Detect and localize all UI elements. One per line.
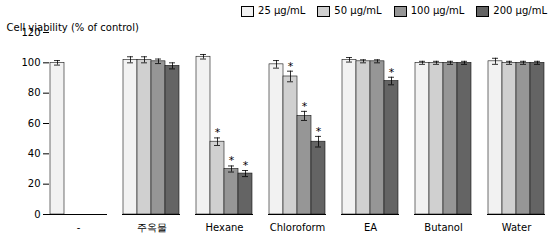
svg-text:40: 40	[28, 148, 41, 159]
svg-text:Cell viability (% of control): Cell viability (% of control)	[7, 22, 139, 33]
svg-text:*: *	[316, 125, 322, 138]
svg-text:*: *	[215, 126, 221, 139]
svg-text:*: *	[229, 154, 235, 167]
svg-text:Hexane: Hexane	[205, 222, 243, 233]
svg-text:*: *	[243, 159, 249, 172]
html-text:25 μg/mL: 25 μg/mL	[258, 5, 306, 17]
svg-text:-: -	[77, 222, 81, 233]
svg-text:20: 20	[28, 178, 41, 189]
svg-text:주옥물: 주옥물	[137, 222, 167, 233]
svg-text:0: 0	[34, 209, 40, 220]
svg-text:Water: Water	[502, 222, 532, 233]
svg-text:*: *	[389, 66, 395, 79]
svg-text:Chloroform: Chloroform	[270, 222, 326, 233]
svg-text:100: 100	[21, 57, 40, 68]
html-text:100 μg/mL: 100 μg/mL	[410, 5, 465, 17]
svg-text:EA: EA	[364, 222, 377, 233]
html-text:200 μg/mL: 200 μg/mL	[493, 5, 547, 17]
svg-text:Butanol: Butanol	[424, 222, 462, 233]
html-text:50 μg/mL: 50 μg/mL	[334, 5, 382, 17]
svg-text:80: 80	[28, 87, 41, 98]
svg-text:*: *	[302, 100, 308, 113]
svg-text:60: 60	[28, 118, 41, 129]
svg-text:*: *	[288, 60, 294, 73]
